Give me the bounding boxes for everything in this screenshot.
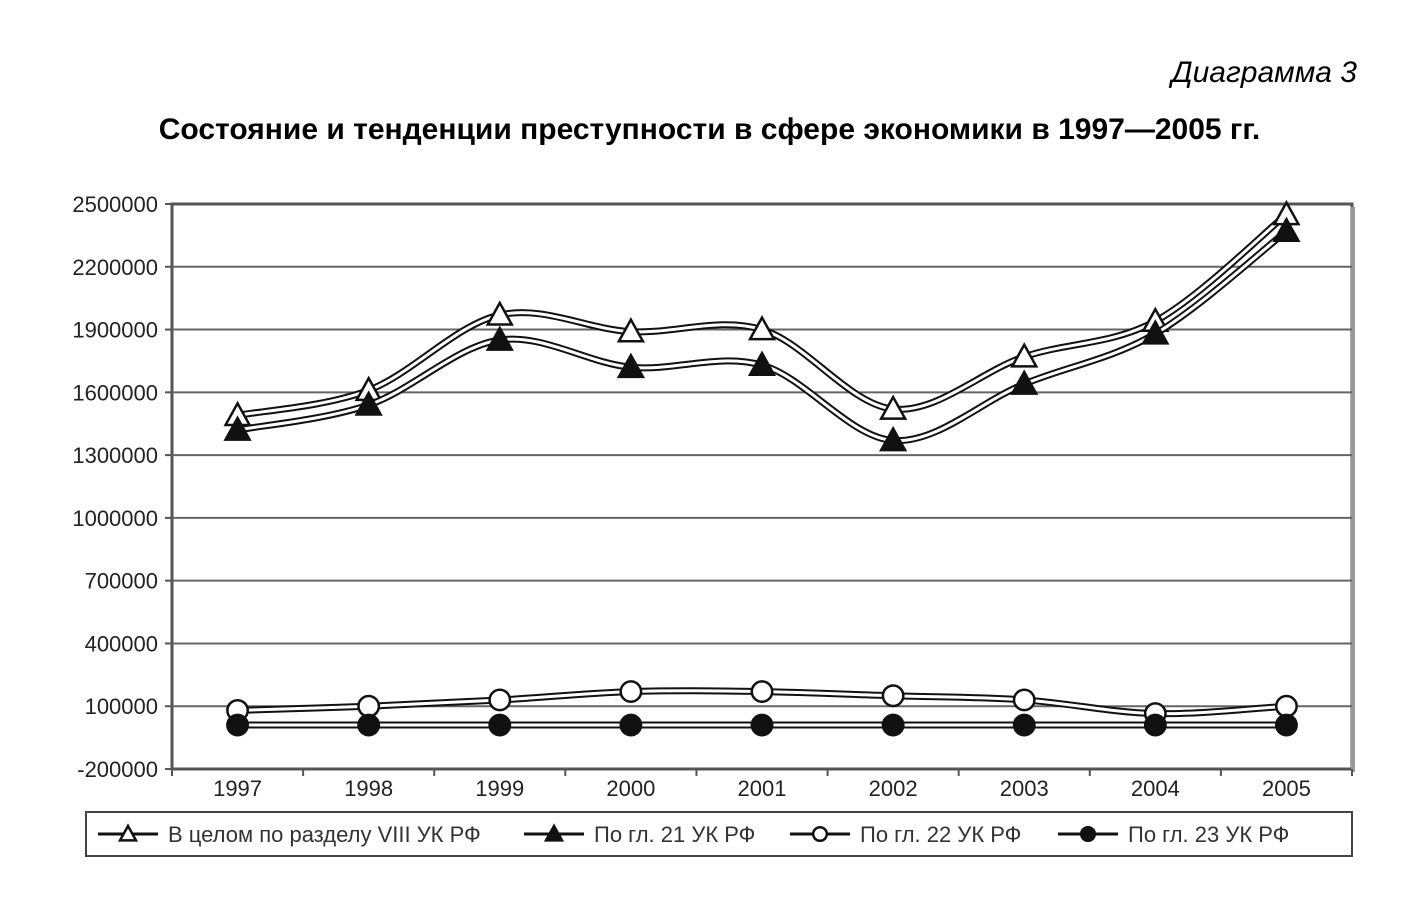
x-tick-label: 2005 <box>1262 776 1311 801</box>
data-point <box>1012 713 1036 737</box>
legend-box <box>85 811 1353 857</box>
data-point <box>616 352 646 379</box>
data-point <box>1272 216 1301 243</box>
data-point <box>1274 694 1298 718</box>
data-point <box>354 390 383 416</box>
data-point <box>223 415 252 441</box>
legend-marker <box>543 823 565 842</box>
y-tick-label: 1000000 <box>72 506 158 531</box>
y-tick-label: 2200000 <box>72 255 158 280</box>
data-point <box>747 350 777 376</box>
data-point <box>1012 688 1036 712</box>
y-tick-label: 1600000 <box>72 380 158 405</box>
data-point <box>357 694 381 718</box>
y-tick-label: 700000 <box>85 569 158 594</box>
plot-area <box>170 202 1354 771</box>
series-1 <box>223 199 1301 427</box>
data-point <box>1010 369 1039 395</box>
legend-label: В целом по разделу VIII УК РФ <box>168 822 481 847</box>
data-point <box>357 713 381 737</box>
data-point <box>750 680 774 704</box>
data-point <box>485 325 514 351</box>
y-tick-label: 2500000 <box>72 192 158 217</box>
chart-title: Состояние и тенденции преступности в сфе… <box>158 113 1261 146</box>
x-tick-label: 2003 <box>1000 776 1049 801</box>
x-tick-label: 2002 <box>869 776 918 801</box>
x-tick-label: 2000 <box>606 776 655 801</box>
series-3 <box>226 680 1298 725</box>
data-point <box>878 394 908 420</box>
x-tick-label: 2001 <box>738 776 787 801</box>
y-tick-label: 1900000 <box>72 318 158 343</box>
legend-label: По гл. 21 УК РФ <box>594 822 755 847</box>
diagram-caption: Диаграмма 3 <box>1171 56 1358 89</box>
plot-shadow-right <box>1351 207 1355 772</box>
y-tick-label: 100000 <box>85 694 158 719</box>
data-point <box>1274 713 1298 737</box>
data-point <box>881 684 905 708</box>
x-tick-label: 2004 <box>1131 776 1180 801</box>
data-point <box>1143 713 1167 737</box>
legend-marker <box>811 825 829 843</box>
data-point <box>485 300 514 326</box>
data-point <box>747 314 777 341</box>
legend-marker <box>1079 825 1097 843</box>
x-tick-label: 1998 <box>344 776 393 801</box>
data-point <box>616 317 646 343</box>
data-point <box>488 713 512 737</box>
series-2 <box>223 216 1301 452</box>
series-4 <box>226 713 1298 737</box>
y-tick-label: 1300000 <box>72 443 158 468</box>
data-point <box>226 713 250 737</box>
data-point <box>881 713 905 737</box>
x-tick-label: 1999 <box>475 776 524 801</box>
data-point <box>1010 342 1039 368</box>
y-tick-label: 400000 <box>85 631 158 656</box>
data-point <box>878 425 908 452</box>
y-tick-label: -200000 <box>77 757 158 782</box>
legend-marker <box>117 823 139 842</box>
legend: В целом по разделу VIII УК РФ По гл. 21 У… <box>85 811 1353 857</box>
data-point <box>1141 319 1170 345</box>
data-point <box>619 680 643 704</box>
data-point <box>619 713 643 737</box>
data-point <box>488 688 512 712</box>
x-tick-label: 1997 <box>213 776 262 801</box>
legend-label: По гл. 23 УК РФ <box>1128 822 1289 847</box>
legend-label: По гл. 22 УК РФ <box>860 822 1021 847</box>
data-point <box>750 713 774 737</box>
